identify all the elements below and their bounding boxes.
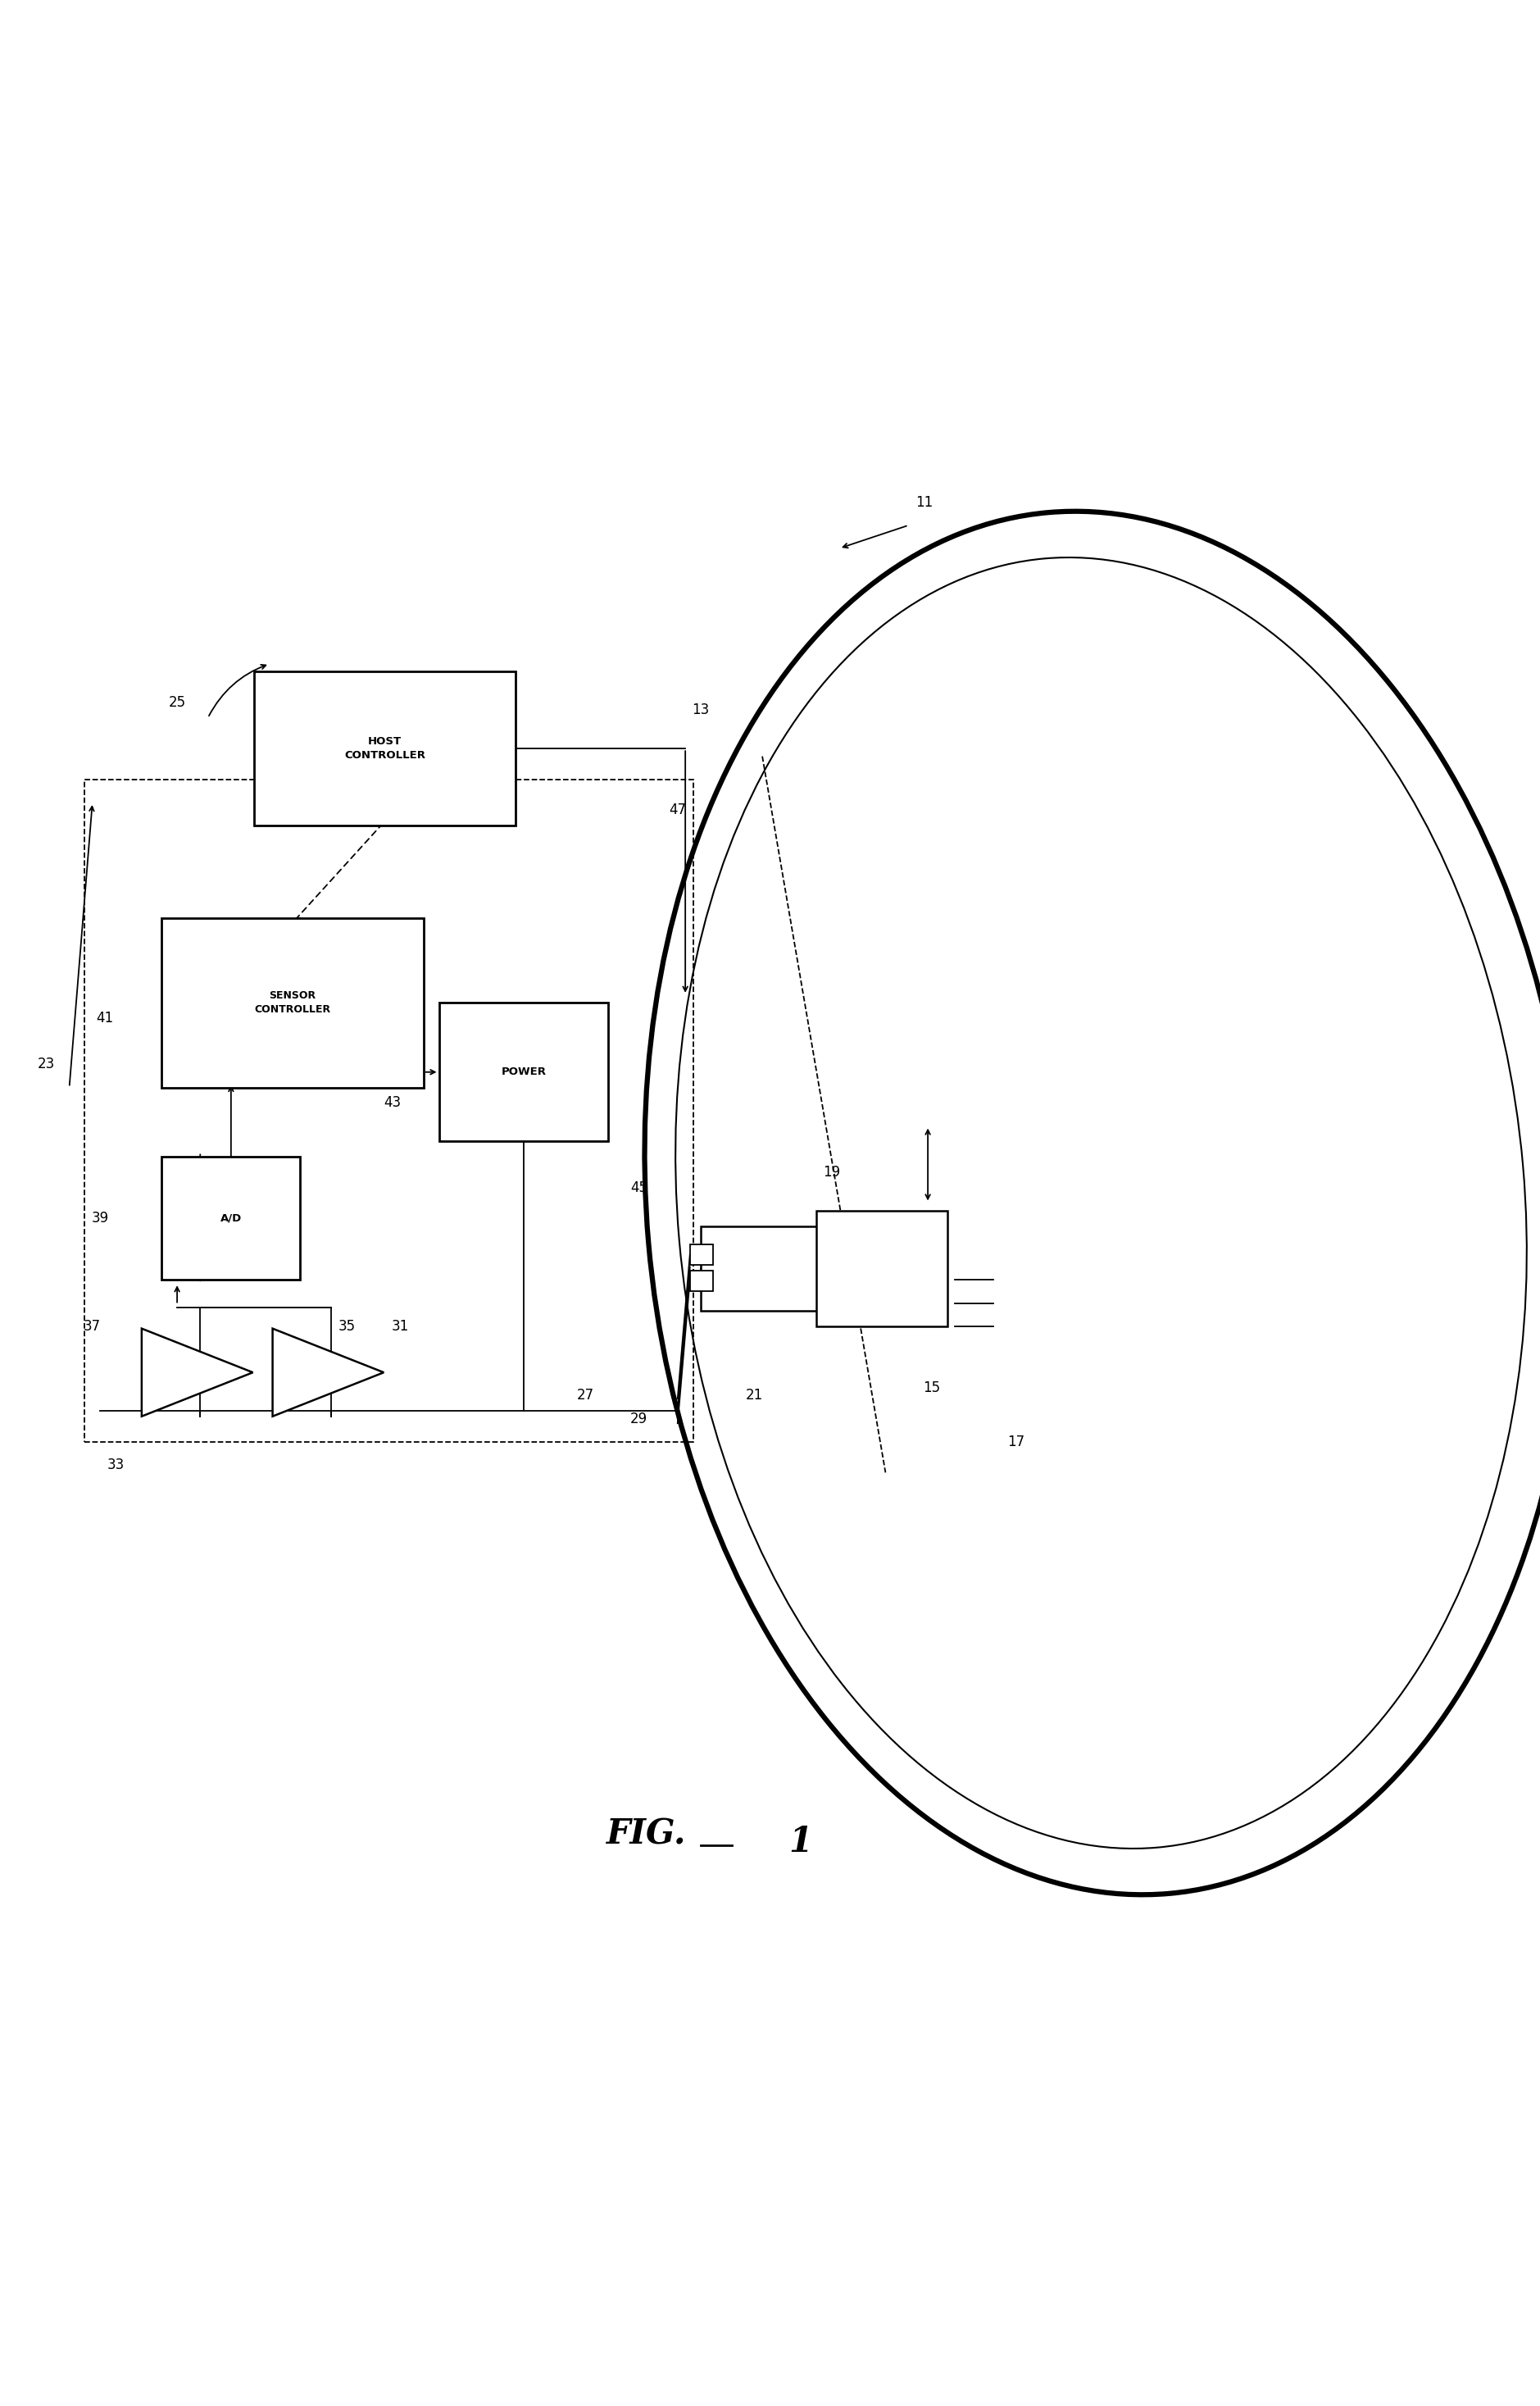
Text: 11: 11 [915, 496, 933, 510]
FancyBboxPatch shape [690, 1270, 713, 1290]
Text: 13: 13 [691, 703, 710, 717]
Text: POWER: POWER [501, 1066, 547, 1078]
Text: 19: 19 [822, 1165, 841, 1179]
Text: A/D: A/D [220, 1213, 242, 1225]
Text: 41: 41 [95, 1011, 114, 1025]
FancyBboxPatch shape [439, 1003, 608, 1140]
Text: 23: 23 [37, 1056, 55, 1071]
Text: 21: 21 [745, 1388, 764, 1403]
Text: 47: 47 [668, 804, 687, 818]
FancyBboxPatch shape [816, 1210, 947, 1326]
Polygon shape [273, 1328, 383, 1417]
Text: 43: 43 [383, 1095, 402, 1109]
Text: 15: 15 [922, 1381, 941, 1395]
Text: FIG.: FIG. [607, 1817, 687, 1853]
FancyBboxPatch shape [254, 671, 516, 825]
FancyBboxPatch shape [701, 1227, 916, 1311]
FancyBboxPatch shape [162, 919, 424, 1088]
Text: 1: 1 [788, 1826, 813, 1860]
FancyBboxPatch shape [690, 1244, 713, 1266]
Text: 39: 39 [91, 1210, 109, 1225]
Text: 25: 25 [168, 695, 186, 710]
Text: 17: 17 [1007, 1434, 1026, 1448]
Text: 35: 35 [337, 1318, 356, 1333]
Text: SENSOR
CONTROLLER: SENSOR CONTROLLER [254, 991, 331, 1015]
Text: 33: 33 [106, 1458, 125, 1472]
Text: 45: 45 [630, 1181, 648, 1196]
Polygon shape [142, 1328, 253, 1417]
Ellipse shape [645, 512, 1540, 1894]
Text: 31: 31 [391, 1318, 410, 1333]
FancyBboxPatch shape [162, 1157, 300, 1280]
Text: 29: 29 [630, 1412, 648, 1427]
Text: HOST
CONTROLLER: HOST CONTROLLER [345, 736, 425, 760]
Text: 27: 27 [576, 1388, 594, 1403]
Text: 37: 37 [83, 1318, 102, 1333]
